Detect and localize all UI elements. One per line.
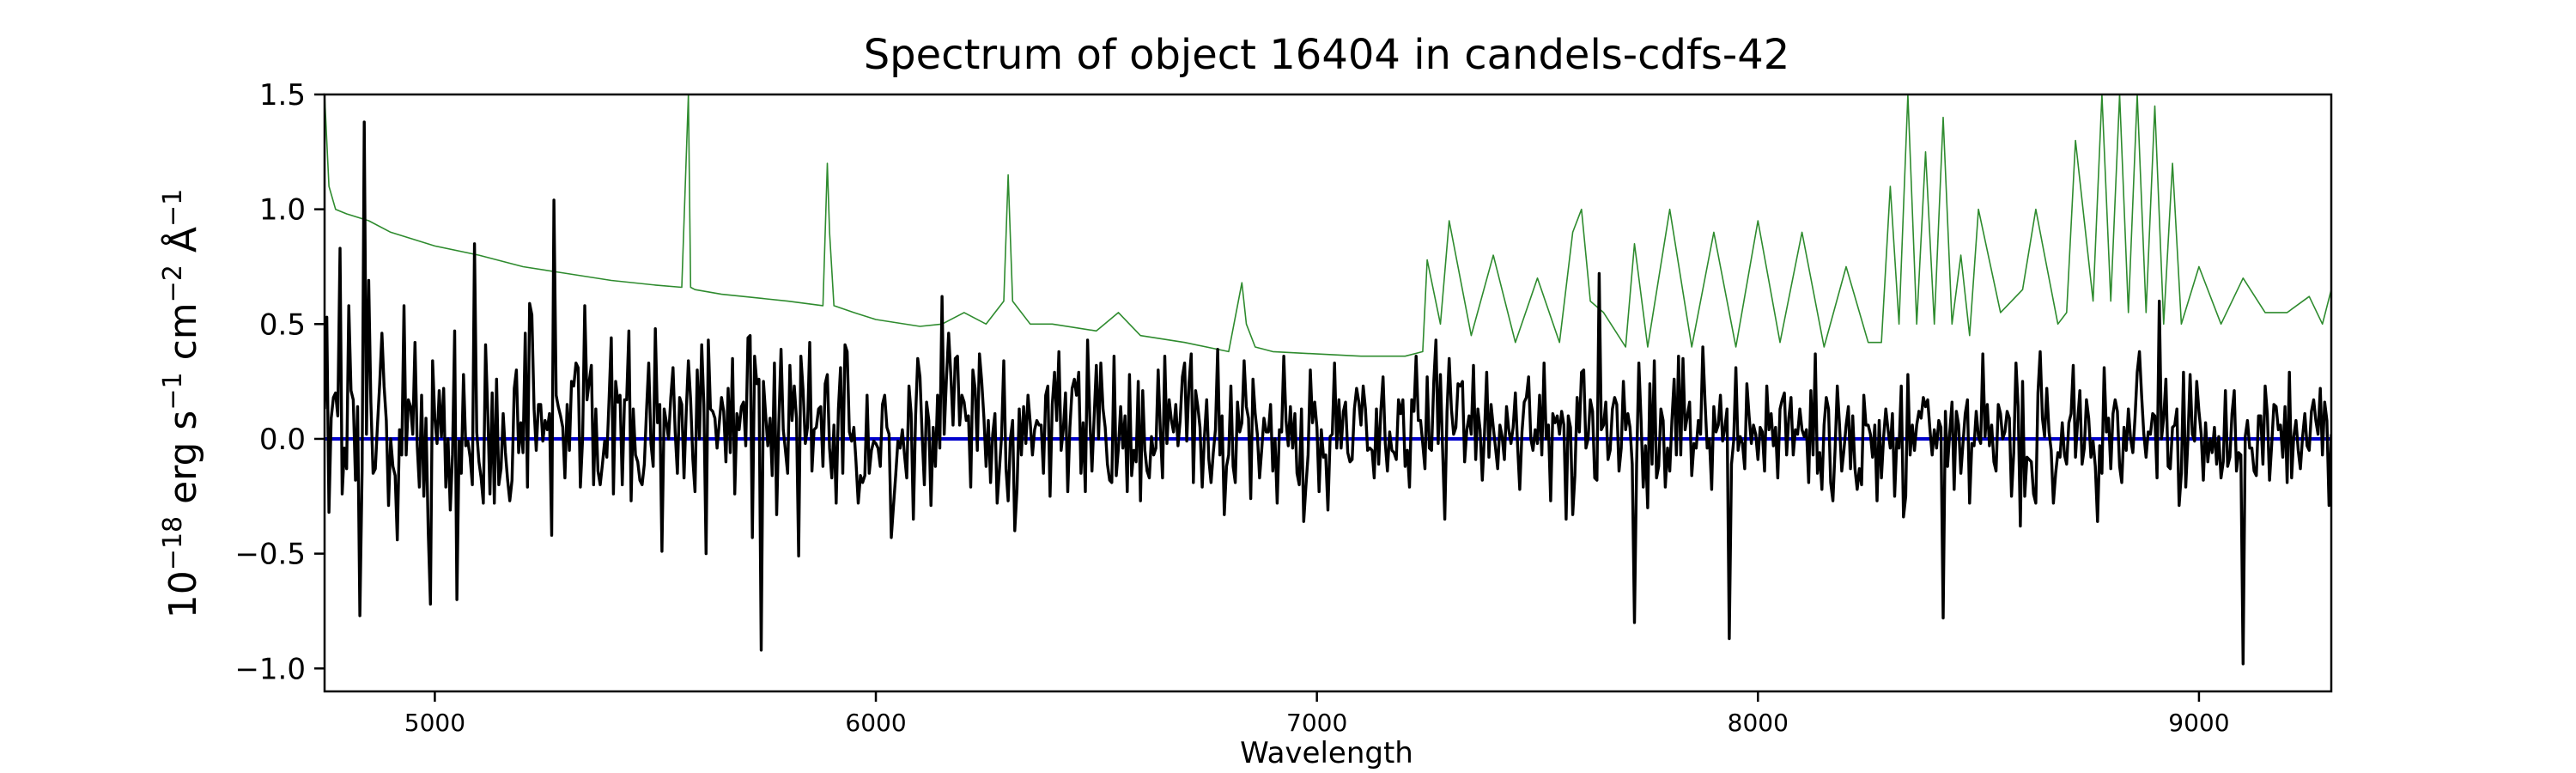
plot-area	[323, 93, 2333, 693]
x-axis: 5000 6000 7000 8000 9000	[404, 691, 2230, 737]
y-axis: −1.0 −0.5 0.0 0.5 1.0 1.5	[234, 78, 325, 686]
x-tick-label: 8000	[1728, 709, 1789, 737]
y-tick-label: −1.0	[234, 652, 306, 686]
y-tick-label: −0.5	[234, 538, 306, 572]
x-axis-label: Wavelength	[1240, 736, 1413, 770]
x-tick-label: 6000	[845, 709, 906, 737]
x-tick-label: 5000	[404, 709, 465, 737]
y-tick-label: 1.0	[259, 193, 306, 228]
y-tick-label: 0.5	[259, 307, 306, 342]
y-tick-label: 1.5	[259, 78, 306, 113]
plot-frame	[323, 93, 2333, 693]
flux-series-line	[325, 120, 2331, 666]
error-series-line	[325, 94, 2331, 357]
y-tick-label: 0.0	[259, 423, 306, 457]
x-tick-label: 7000	[1286, 709, 1347, 737]
series-layer	[325, 94, 2331, 666]
x-tick-label: 9000	[2168, 709, 2229, 737]
chart-title: Spectrum of object 16404 in candels-cdfs…	[864, 31, 1790, 79]
